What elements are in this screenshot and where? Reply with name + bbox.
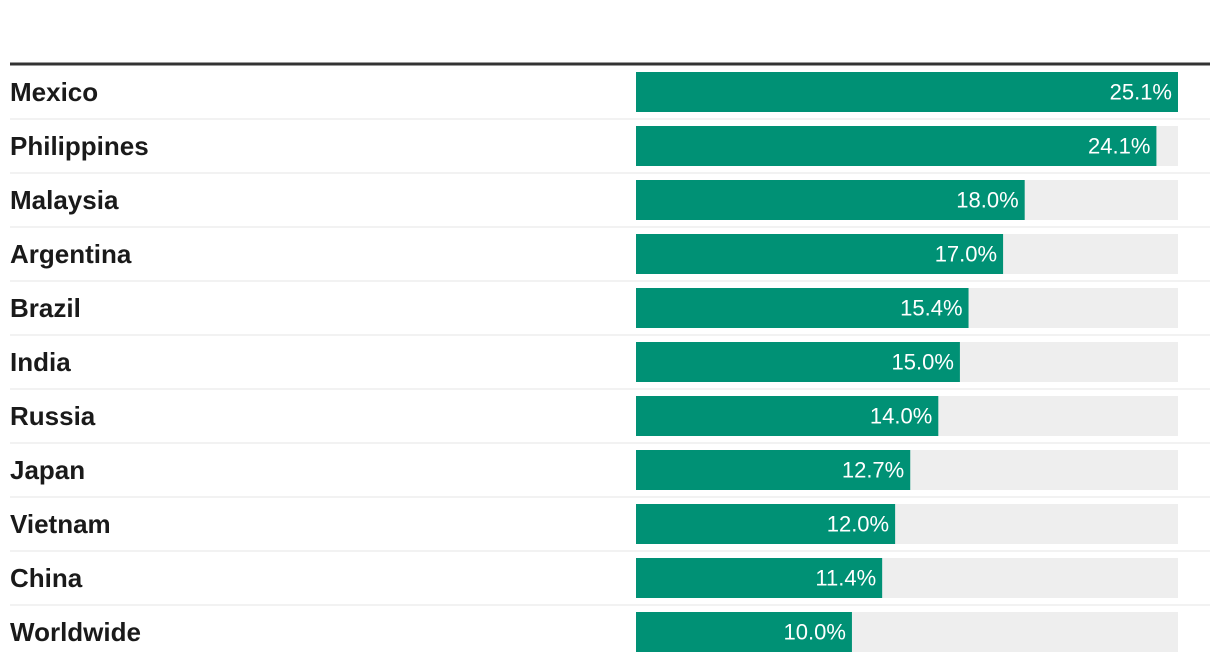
value-label: 15.0% — [892, 350, 954, 375]
value-label: 17.0% — [935, 242, 997, 267]
value-label: 14.0% — [870, 404, 932, 429]
value-label: 11.4% — [815, 566, 876, 591]
value-label: 25.1% — [1110, 80, 1172, 105]
chart-row: Argentina 17.0% — [10, 234, 1210, 282]
category-label: Malaysia — [10, 185, 119, 215]
category-label: Argentina — [10, 239, 132, 269]
value-label: 12.0% — [827, 512, 889, 537]
bar — [636, 558, 883, 598]
category-label: Japan — [10, 455, 85, 485]
chart-row: Brazil 15.4% — [10, 288, 1210, 336]
chart-row: Russia 14.0% — [10, 396, 1210, 444]
chart-rows: Mexico 25.1% Philippines 24.1% Malaysia 18.0%… — [10, 72, 1210, 652]
bar — [636, 396, 939, 436]
chart-row: India 15.0% — [10, 342, 1210, 390]
category-label: Brazil — [10, 293, 81, 323]
bar — [636, 180, 1025, 220]
value-label: 12.7% — [842, 458, 904, 483]
category-label: Mexico — [10, 77, 98, 107]
bar — [636, 234, 1004, 274]
bar — [636, 126, 1157, 166]
value-label: 15.4% — [900, 296, 962, 321]
category-label: Russia — [10, 401, 96, 431]
bar — [636, 342, 960, 382]
bar — [636, 612, 852, 652]
category-label: Worldwide — [10, 617, 141, 647]
bar — [636, 288, 969, 328]
category-label: India — [10, 347, 71, 377]
category-label: Philippines — [10, 131, 149, 161]
category-label: China — [10, 563, 83, 593]
chart-row: Mexico 25.1% — [10, 72, 1210, 120]
chart-row: Worldwide 10.0% — [10, 612, 1178, 652]
chart-row: Philippines 24.1% — [10, 126, 1210, 174]
value-label: 24.1% — [1088, 134, 1150, 159]
category-label: Vietnam — [10, 509, 111, 539]
chart-row: Vietnam 12.0% — [10, 504, 1210, 552]
bar — [636, 72, 1178, 112]
value-label: 10.0% — [784, 620, 846, 645]
chart-row: China 11.4% — [10, 558, 1210, 606]
bar — [636, 450, 911, 490]
value-label: 18.0% — [956, 188, 1018, 213]
chart-row: Japan 12.7% — [10, 450, 1210, 498]
chart-row: Malaysia 18.0% — [10, 180, 1210, 228]
bar — [636, 504, 896, 544]
